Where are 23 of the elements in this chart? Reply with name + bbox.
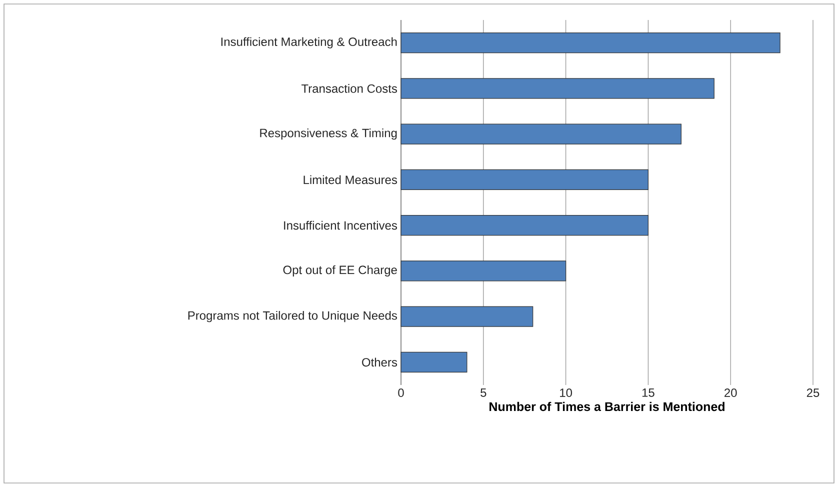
x-axis-title: Number of Times a Barrier is Mentioned <box>490 402 724 412</box>
y-tick-label: Insufficient Incentives <box>284 220 398 230</box>
y-tick-label: Opt out of EE Charge <box>283 265 397 277</box>
bar <box>400 169 648 190</box>
x-tick-label: 0 <box>398 388 404 398</box>
y-tick-label: Responsiveness & Timing <box>260 128 397 140</box>
y-tick-label: Programs not Tailored to Unique Needs <box>188 310 397 322</box>
bar <box>400 260 566 282</box>
y-tick-label: Others <box>362 358 398 367</box>
bar <box>400 352 468 372</box>
bar <box>400 78 714 99</box>
x-tick-label: 15 <box>642 388 654 397</box>
bar <box>400 32 780 54</box>
bar <box>400 124 682 144</box>
x-tick-label: 20 <box>724 388 737 398</box>
bar <box>400 306 534 327</box>
y-tick-label: Insufficient Marketing & Outreach <box>221 37 397 48</box>
x-tick-label: 10 <box>560 388 572 398</box>
x-tick-label: 25 <box>806 388 820 398</box>
y-tick-label: Limited Measures <box>304 175 398 184</box>
x-tick-label: 5 <box>480 388 486 397</box>
bar <box>400 215 648 236</box>
y-tick-label: Transaction Costs <box>301 84 398 93</box>
